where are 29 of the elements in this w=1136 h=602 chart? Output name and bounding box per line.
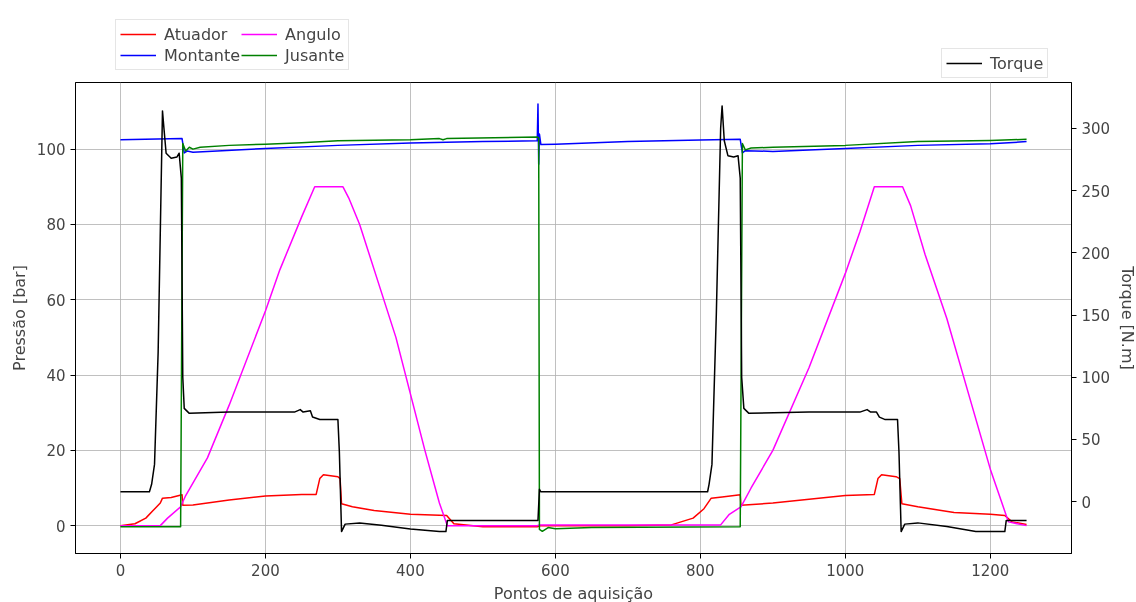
y-tick-label: 60 [46,291,66,310]
y-tick-label: 20 [46,442,66,461]
y-tick-label: 0 [55,517,66,536]
y2-tick-label: 200 [1081,244,1111,263]
x-tick-label: 400 [396,561,425,580]
y-tick-label: 100 [36,141,66,160]
x-axis-title: Pontos de aquisição [493,583,654,602]
y-axis-title: Pressão [bar] [9,265,29,371]
line-series [119,103,1028,165]
legend-label: Atuador [164,24,228,44]
legend-label: Montante [164,45,241,65]
y-tick-label: 80 [46,216,66,235]
y2-tick-label: 100 [1081,369,1111,388]
y2-tick-label: 0 [1081,493,1092,512]
x-tick-label: 1200 [971,561,1010,580]
x-tick-label: 600 [541,561,570,580]
y-tick-label: 40 [46,367,66,386]
x-tick-label: 0 [115,561,126,580]
y2-tick-label: 50 [1081,431,1101,450]
y2-axis-title: Torque [N.m] [1118,265,1136,370]
legend-label: Torque [990,53,1044,73]
x-tick-label: 200 [251,561,280,580]
y2-tick-label: 300 [1081,120,1111,139]
y2-tick-label: 150 [1081,307,1111,326]
x-tick-label: 1000 [826,561,865,580]
y2-tick-label: 250 [1081,182,1111,201]
legend-label: Angulo [285,24,341,44]
x-tick-label: 800 [686,561,715,580]
legend-label: Jusante [285,45,345,65]
